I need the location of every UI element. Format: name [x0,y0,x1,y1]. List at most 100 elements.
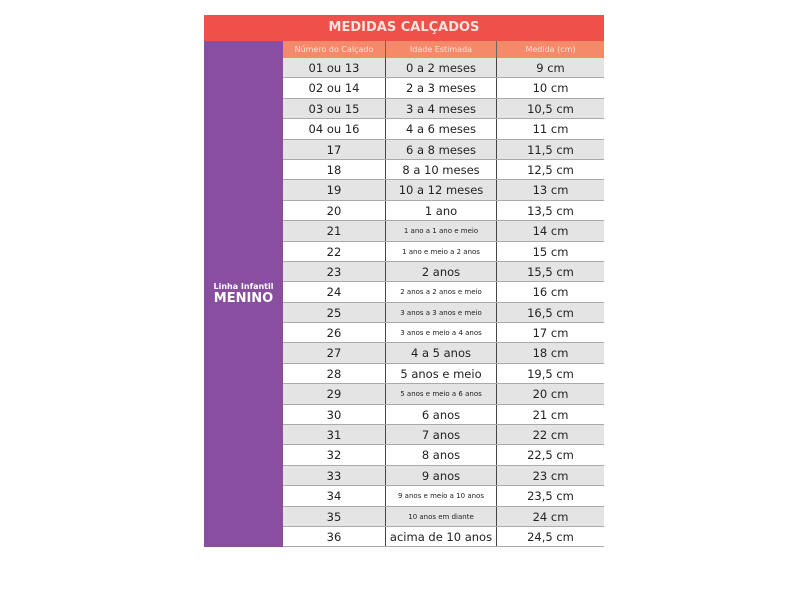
age-cell: 7 anos [386,425,497,445]
size-cell: 29 [283,384,386,404]
table-row: 18 8 a 10 meses 12,5 cm [283,159,604,181]
measure-cell: 16,5 cm [527,305,574,320]
table-row: 36 acima de 10 anos 24,5 cm [283,526,604,548]
header-age: Idade Estimada [386,41,497,58]
table-row: 30 6 anos 21 cm [283,404,604,426]
table-row: 24 2 anos a 2 anos e meio 16 cm [283,282,604,303]
size-cell: 21 [283,221,386,241]
size-cell: 34 [283,486,386,506]
size-cell: 04 ou 16 [283,119,386,139]
age-cell: 2 anos [386,261,497,282]
age-cell: 2 a 3 meses [386,78,497,98]
age-cell: 9 anos [386,465,497,486]
age-cell: 10 a 12 meses [386,180,497,200]
measure-cell: 20 cm [532,387,569,402]
table-row: 23 2 anos 15,5 cm [283,261,604,283]
measure-cell: 12,5 cm [527,162,574,177]
measure-cell: 18 cm [532,346,569,361]
measure-cell: 23 cm [532,468,569,483]
size-cell: 32 [283,445,386,465]
size-cell: 01 ou 13 [283,58,386,78]
table-row: 02 ou 14 2 a 3 meses 10 cm [283,78,604,99]
measure-cell: 14 cm [532,224,569,239]
size-cell: 23 [283,261,386,282]
size-cell: 18 [283,159,386,180]
measure-cell: 15 cm [532,244,569,259]
table-row: 21 1 ano a 1 ano e meio 14 cm [283,221,604,242]
size-cell: 19 [283,180,386,200]
measure-cell: 23,5 cm [527,489,574,504]
size-cell: 22 [283,241,386,261]
category-name: MENINO [213,291,274,307]
table-row: 01 ou 13 0 a 2 meses 9 cm [283,58,604,79]
table-row: 19 10 a 12 meses 13 cm [283,180,604,201]
table-row: 31 7 anos 22 cm [283,425,604,446]
table-row: 03 ou 15 3 a 4 meses 10,5 cm [283,98,604,120]
age-cell: 1 ano [386,200,497,221]
size-cell: 28 [283,363,386,384]
age-cell: 3 a 4 meses [386,98,497,119]
measure-cell: 13,5 cm [527,203,574,218]
measure-cell: 11,5 cm [527,142,574,157]
table-header: Número do Calçado Idade Estimada Medida … [283,41,604,58]
measure-cell: 24,5 cm [527,529,574,544]
size-table: Número do Calçado Idade Estimada Medida … [283,41,604,548]
measure-cell: 22,5 cm [527,448,574,463]
age-cell: 4 a 5 anos [386,343,497,363]
measure-cell: 19,5 cm [527,366,574,381]
table-row: 33 9 anos 23 cm [283,465,604,487]
header-size: Número do Calçado [283,41,386,58]
category-label: Linha Infantil MENINO [204,41,283,548]
measure-cell: 16 cm [532,285,569,300]
table-row: 20 1 ano 13,5 cm [283,200,604,222]
size-chart: MEDIDAS CALÇADOS Linha Infantil MENINO N… [204,15,604,548]
size-cell: 27 [283,343,386,363]
table-row: 26 3 anos e meio a 4 anos 17 cm [283,323,604,344]
age-cell: 5 anos e meio [386,363,497,384]
table-row: 25 3 anos a 3 anos e meio 16,5 cm [283,302,604,324]
age-cell: 3 anos a 3 anos e meio [386,302,497,323]
age-cell: 3 anos e meio a 4 anos [386,323,497,343]
table-row: 17 6 a 8 meses 11,5 cm [283,139,604,160]
age-cell: 4 a 6 meses [386,119,497,139]
measure-cell: 10 cm [532,81,569,96]
size-cell: 33 [283,465,386,486]
size-cell: 35 [283,506,386,526]
size-cell: 25 [283,302,386,323]
age-cell: 1 ano e meio a 2 anos [386,241,497,261]
age-cell: 6 anos [386,404,497,425]
size-cell: 02 ou 14 [283,78,386,98]
size-cell: 03 ou 15 [283,98,386,119]
age-cell: 8 a 10 meses [386,159,497,180]
header-measure: Medida (cm) [525,45,576,54]
measure-cell: 9 cm [536,61,565,75]
age-cell: 8 anos [386,445,497,465]
age-cell: 6 a 8 meses [386,139,497,159]
measure-cell: 24 cm [532,509,569,524]
size-cell: 24 [283,282,386,302]
measure-cell: 15,5 cm [527,264,574,279]
measure-cell: 21 cm [532,407,569,422]
measure-cell: 17 cm [532,326,569,341]
size-cell: 20 [283,200,386,221]
table-row: 34 9 anos e meio a 10 anos 23,5 cm [283,486,604,507]
size-cell: 30 [283,404,386,425]
measure-cell: 10,5 cm [527,101,574,116]
measure-cell: 11 cm [532,122,569,137]
size-cell: 26 [283,323,386,343]
size-cell: 31 [283,425,386,445]
table-row: 32 8 anos 22,5 cm [283,445,604,466]
table-row: 27 4 a 5 anos 18 cm [283,343,604,364]
age-cell: 0 a 2 meses [386,58,497,78]
table-row: 29 5 anos e meio a 6 anos 20 cm [283,384,604,405]
age-cell: 2 anos a 2 anos e meio [386,282,497,302]
table-row: 04 ou 16 4 a 6 meses 11 cm [283,119,604,140]
measure-cell: 22 cm [532,428,569,443]
size-cell: 36 [283,526,386,547]
table-row: 28 5 anos e meio 19,5 cm [283,363,604,385]
size-cell: 17 [283,139,386,159]
age-cell: 5 anos e meio a 6 anos [386,384,497,404]
age-cell: 1 ano a 1 ano e meio [386,221,497,241]
age-cell: 10 anos em diante [386,506,497,526]
chart-title: MEDIDAS CALÇADOS [204,15,604,41]
